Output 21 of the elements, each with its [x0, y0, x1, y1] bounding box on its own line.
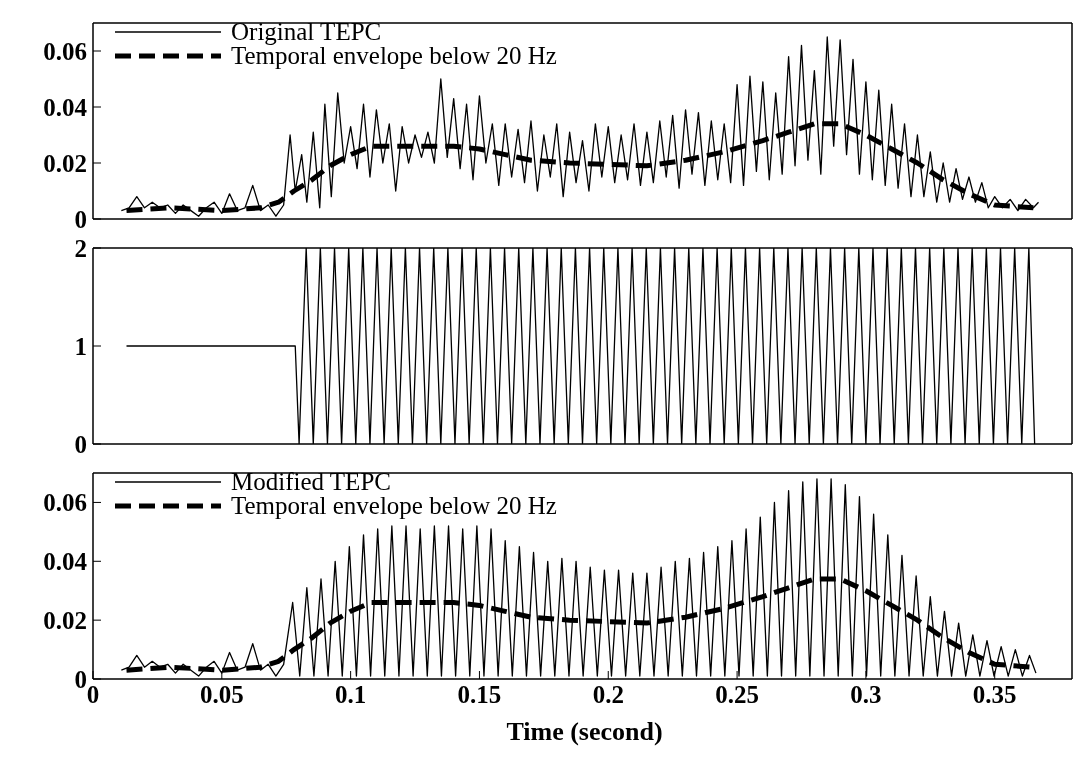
y-tick-label: 0.06	[43, 489, 87, 517]
y-tick-label: 1	[74, 332, 87, 360]
y-tick-label: 0.02	[43, 607, 87, 635]
x-tick-label: 0.15	[457, 680, 502, 708]
x-axis-title: Time (second)	[505, 717, 664, 747]
x-tick-label: 0.05	[199, 680, 244, 708]
x-tick-label: 0.25	[715, 680, 759, 708]
x-tick-label: 0.2	[592, 680, 624, 708]
y-tick-label: 0	[74, 205, 87, 233]
x-tick-label: 0.35	[972, 680, 1017, 708]
y-tick-label: 0	[74, 430, 87, 458]
y-tick-label: 0.06	[43, 37, 87, 65]
legend-label: Temporal envelope below 20 Hz	[231, 492, 557, 519]
legend-label: Modified TEPC	[231, 468, 391, 495]
y-tick-label: 0.04	[43, 93, 88, 121]
legend-label: Original TEPC	[231, 18, 382, 45]
x-tick-label: 0.3	[850, 680, 882, 708]
y-tick-label: 0.02	[43, 149, 87, 177]
y-tick-label: 2	[74, 234, 87, 262]
x-tick-label: 0.1	[335, 680, 367, 708]
y-tick-label: 0.04	[43, 548, 88, 576]
